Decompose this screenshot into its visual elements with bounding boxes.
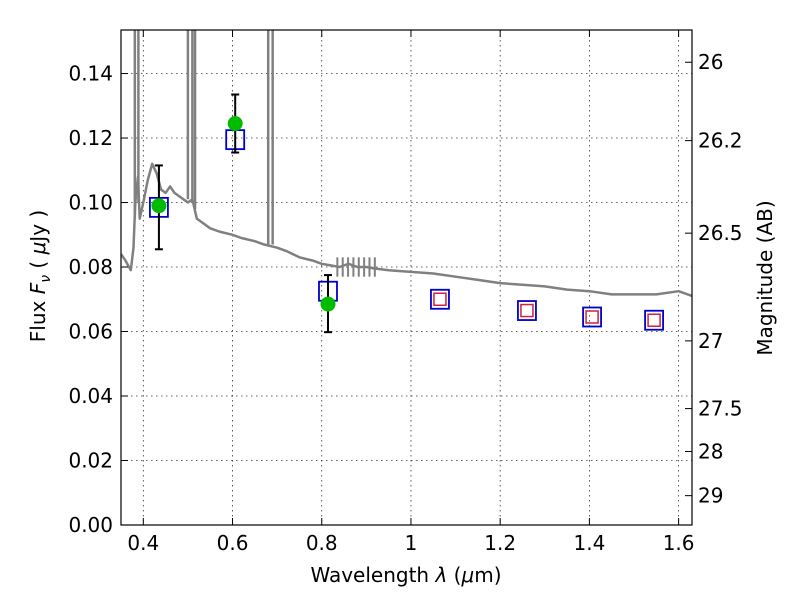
y-tick-label: 0.14	[68, 62, 113, 86]
y-tick-label: 0.02	[68, 449, 113, 473]
x-axis-title: Wavelength λ (μm)	[310, 563, 501, 587]
x-tick-label: 0.4	[127, 531, 159, 555]
x-tick-label: 0.8	[306, 531, 338, 555]
y-tick-label: 0.06	[68, 320, 113, 344]
x-tick-label: 1	[405, 531, 418, 555]
x-tick-label: 1.2	[484, 531, 516, 555]
nir-point	[585, 310, 599, 324]
observed-point	[320, 296, 336, 312]
grid	[121, 30, 692, 526]
model-point	[582, 306, 602, 328]
plot-frame	[120, 29, 693, 526]
right-tick-label: 27.5	[698, 397, 743, 421]
y-axis-title: Flux Fν ( μJy )	[26, 210, 54, 342]
points-layer	[149, 93, 664, 334]
x-tick-label: 1.6	[663, 531, 695, 555]
right-tick-label: 29	[698, 484, 723, 508]
spectrum-line	[121, 162, 692, 298]
observed-point	[151, 198, 167, 214]
right-tick-label: 26.5	[698, 221, 743, 245]
y-tick-label: 0.04	[68, 384, 113, 408]
right-axis-title: Magnitude (AB)	[753, 200, 777, 355]
model-point	[644, 309, 664, 331]
right-tick-label: 27	[698, 329, 723, 353]
y-tick-label: 0.08	[68, 255, 113, 279]
x-tick-label: 0.6	[217, 531, 249, 555]
model-point	[517, 300, 537, 321]
nir-point	[520, 303, 534, 318]
right-tick-label: 26.2	[698, 129, 743, 153]
y-tick-label: 0.00	[68, 513, 113, 537]
right-tick-label: 28	[698, 439, 723, 463]
y-tick-label: 0.12	[68, 126, 113, 150]
nir-point	[433, 292, 447, 307]
model-point	[430, 288, 450, 310]
y-tick-label: 0.10	[68, 191, 113, 215]
x-tick-label: 1.4	[573, 531, 605, 555]
ticks-layer: 0.4 0.6 0.8 1 1.2 1.4 1.6 0.00 0.02 0.04 0.06 0.08 0…	[68, 30, 743, 555]
observed-point	[227, 116, 243, 132]
right-tick-label: 26	[698, 50, 723, 74]
nir-point	[647, 313, 661, 327]
spectrum-layer	[121, 30, 692, 298]
